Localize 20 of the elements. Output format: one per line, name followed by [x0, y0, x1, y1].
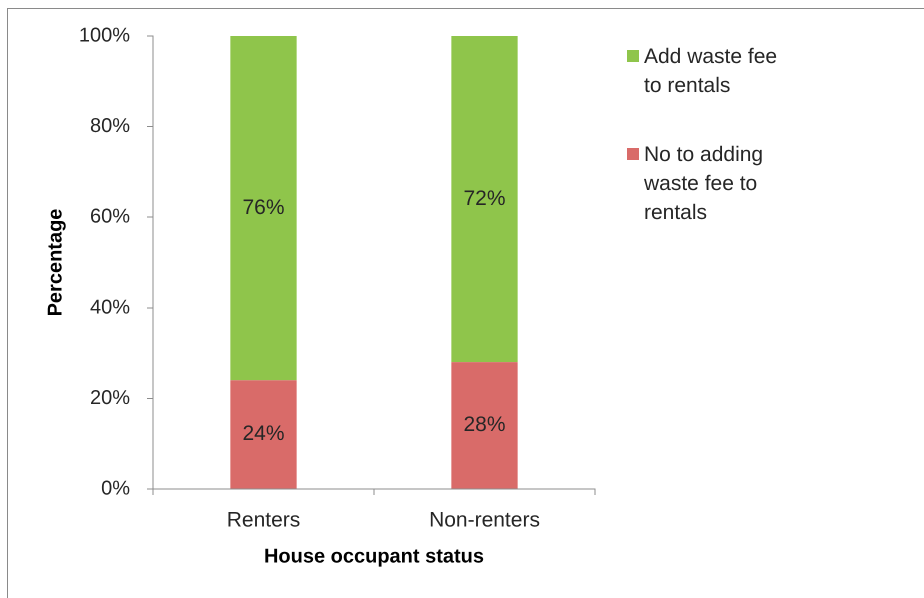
data-label: 72% [463, 186, 506, 210]
bar [230, 380, 297, 488]
bar [230, 36, 297, 380]
data-label: 76% [242, 196, 285, 219]
bar [451, 362, 518, 488]
y-tick-label: 40% [90, 296, 130, 318]
x-tick-label: Non-renters [429, 508, 540, 532]
data-label: 28% [463, 413, 506, 436]
legend-label: Add waste fee to rentals [644, 44, 778, 99]
y-tick-label: 60% [90, 206, 130, 228]
bar [451, 36, 518, 362]
y-axis-title: Percentage [44, 208, 67, 316]
y-tick-label: 0% [101, 478, 130, 500]
y-tick-label: 20% [90, 386, 130, 409]
x-axis-title: House occupant status [264, 546, 484, 568]
x-tick-label: Renters [226, 508, 300, 532]
y-tick-label: 100% [78, 24, 130, 47]
data-label: 24% [242, 422, 285, 446]
y-tick-label: 80% [90, 115, 130, 138]
legend-label: No to adding waste fee to rentals [644, 142, 764, 226]
